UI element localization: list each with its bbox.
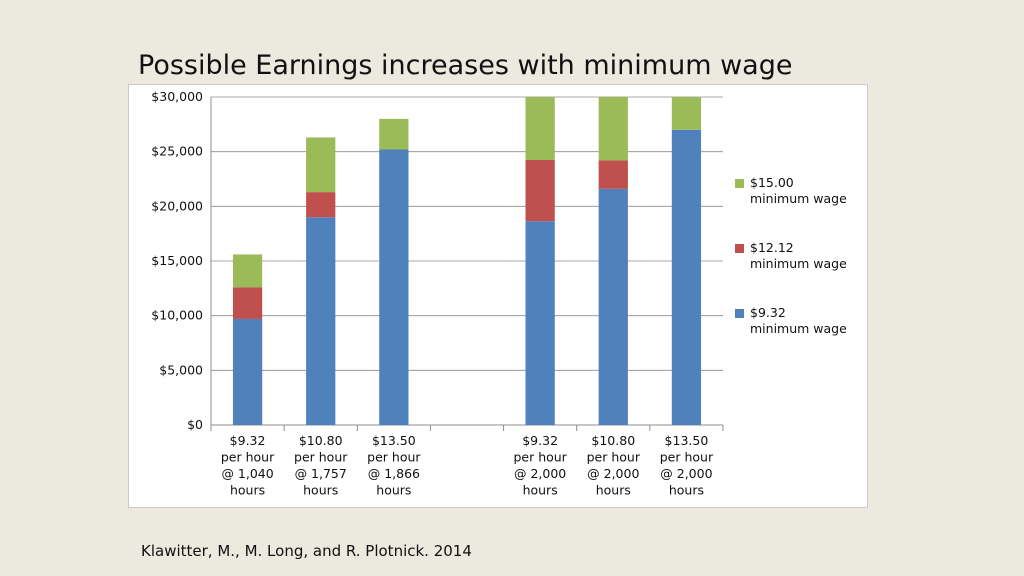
x-tick-label: hours: [303, 483, 338, 498]
x-tick-label: hours: [376, 483, 411, 498]
bar-segment: [232, 254, 263, 288]
legend-label-15-00: $15.00 minimum wage: [750, 175, 847, 206]
legend-swatch-9-32: [735, 309, 744, 318]
legend-item-12-12: $12.12 minimum wage: [735, 240, 863, 272]
y-tick-label: $25,000: [151, 144, 203, 159]
legend-item-9-32: $9.32 minimum wage: [735, 305, 863, 337]
x-tick-label: @ 2,000: [660, 466, 712, 481]
bar-segment: [379, 149, 409, 425]
x-tick-label: @ 1,866: [368, 466, 420, 481]
bar-segment: [306, 137, 336, 193]
x-tick-label: $9.32: [522, 433, 558, 448]
y-tick-label: $15,000: [151, 253, 203, 268]
legend-swatch-12-12: [735, 244, 744, 253]
bar-segment: [525, 97, 555, 160]
y-tick-label: $0: [187, 417, 203, 432]
x-tick-label: per hour: [221, 450, 275, 465]
citation: Klawitter, M., M. Long, and R. Plotnick.…: [141, 542, 472, 560]
x-tick-label: @ 2,000: [514, 466, 566, 481]
y-tick-label: $5,000: [159, 362, 203, 377]
x-tick-label: $10.80: [299, 433, 343, 448]
bar-segment: [306, 192, 336, 218]
x-tick-label: hours: [523, 483, 558, 498]
x-tick-label: $13.50: [665, 433, 709, 448]
x-tick-label: @ 2,000: [587, 466, 639, 481]
x-tick-label: per hour: [587, 450, 641, 465]
bar-segment: [598, 188, 628, 425]
legend-item-15-00: $15.00 minimum wage: [735, 175, 863, 207]
x-tick-label: hours: [669, 483, 704, 498]
y-tick-label: $30,000: [151, 89, 203, 104]
bar-segment: [598, 160, 628, 189]
bar-segment: [306, 217, 336, 425]
x-tick-label: $10.80: [591, 433, 635, 448]
stacked-bar-chart: $0 $5,000 $10,000 $15,000 $20,000 $25,000 $30,…: [151, 89, 724, 498]
x-tick-label: hours: [596, 483, 631, 498]
x-tick-label: $9.32: [230, 433, 266, 448]
x-tick-label: per hour: [513, 450, 567, 465]
x-tick-label: @ 1,757: [295, 466, 347, 481]
legend-label-12-12: $12.12 minimum wage: [750, 240, 847, 271]
slide-title: Possible Earnings increases with minimum…: [138, 50, 793, 81]
bar-segment: [671, 129, 702, 426]
bar-segment: [671, 97, 702, 130]
x-tick-label: @ 1,040: [221, 466, 273, 481]
bar-segment: [379, 118, 409, 150]
x-tick-label: $13.50: [372, 433, 416, 448]
bar-segment: [232, 287, 263, 319]
legend-swatch-15-00: [735, 179, 744, 188]
chart-area: $0 $5,000 $10,000 $15,000 $20,000 $25,000 $30,…: [128, 84, 868, 508]
x-tick-label: per hour: [294, 450, 348, 465]
y-tick-label: $10,000: [151, 308, 203, 323]
legend-label-9-32: $9.32 minimum wage: [750, 305, 847, 336]
x-tick-label: per hour: [367, 450, 421, 465]
chart-legend: $15.00 minimum wage $12.12 minimum wage $9…: [735, 175, 863, 370]
x-tick-label: hours: [230, 483, 265, 498]
y-tick-label: $20,000: [151, 198, 203, 213]
x-tick-label: per hour: [660, 450, 714, 465]
bar-segment: [598, 97, 628, 161]
bar-segment: [232, 318, 263, 425]
bar-segment: [525, 221, 555, 425]
bar-segment: [525, 159, 555, 222]
